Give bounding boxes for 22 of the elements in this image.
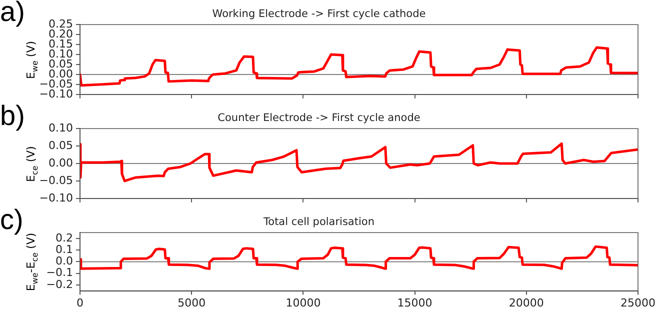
x-tick-label: 5000	[178, 296, 206, 310]
chart-title: Working Electrode -> First cycle cathode	[212, 8, 426, 20]
x-tick-label: 0	[76, 296, 84, 310]
y-tick-label: −0.1	[46, 266, 73, 280]
text: a)	[0, 0, 25, 28]
y-tick-label: 0.2	[56, 231, 73, 244]
x-tick-label: 25000	[620, 296, 656, 310]
x-tick-label: 10000	[286, 296, 321, 310]
y-tick-label: 0.1	[56, 242, 73, 256]
x-tick-label: 20000	[508, 296, 544, 310]
y-tick-label: −0.10	[39, 191, 73, 204]
chart-title: Counter Electrode -> First cycle anode	[218, 112, 420, 124]
y-tick-label: −0.05	[39, 174, 73, 187]
y-tick-label: 0.10	[48, 121, 73, 134]
y-tick-label: 0.05	[48, 138, 73, 152]
text: c)	[0, 204, 24, 236]
x-tick-label: 15000	[397, 296, 432, 310]
y-tick-label: 0.00	[48, 156, 73, 170]
y-tick-label: −0.2	[46, 278, 73, 291]
text: b)	[0, 100, 25, 132]
y-tick-label: 0.0	[56, 254, 73, 268]
chart-title: Total cell polarisation	[262, 216, 374, 228]
